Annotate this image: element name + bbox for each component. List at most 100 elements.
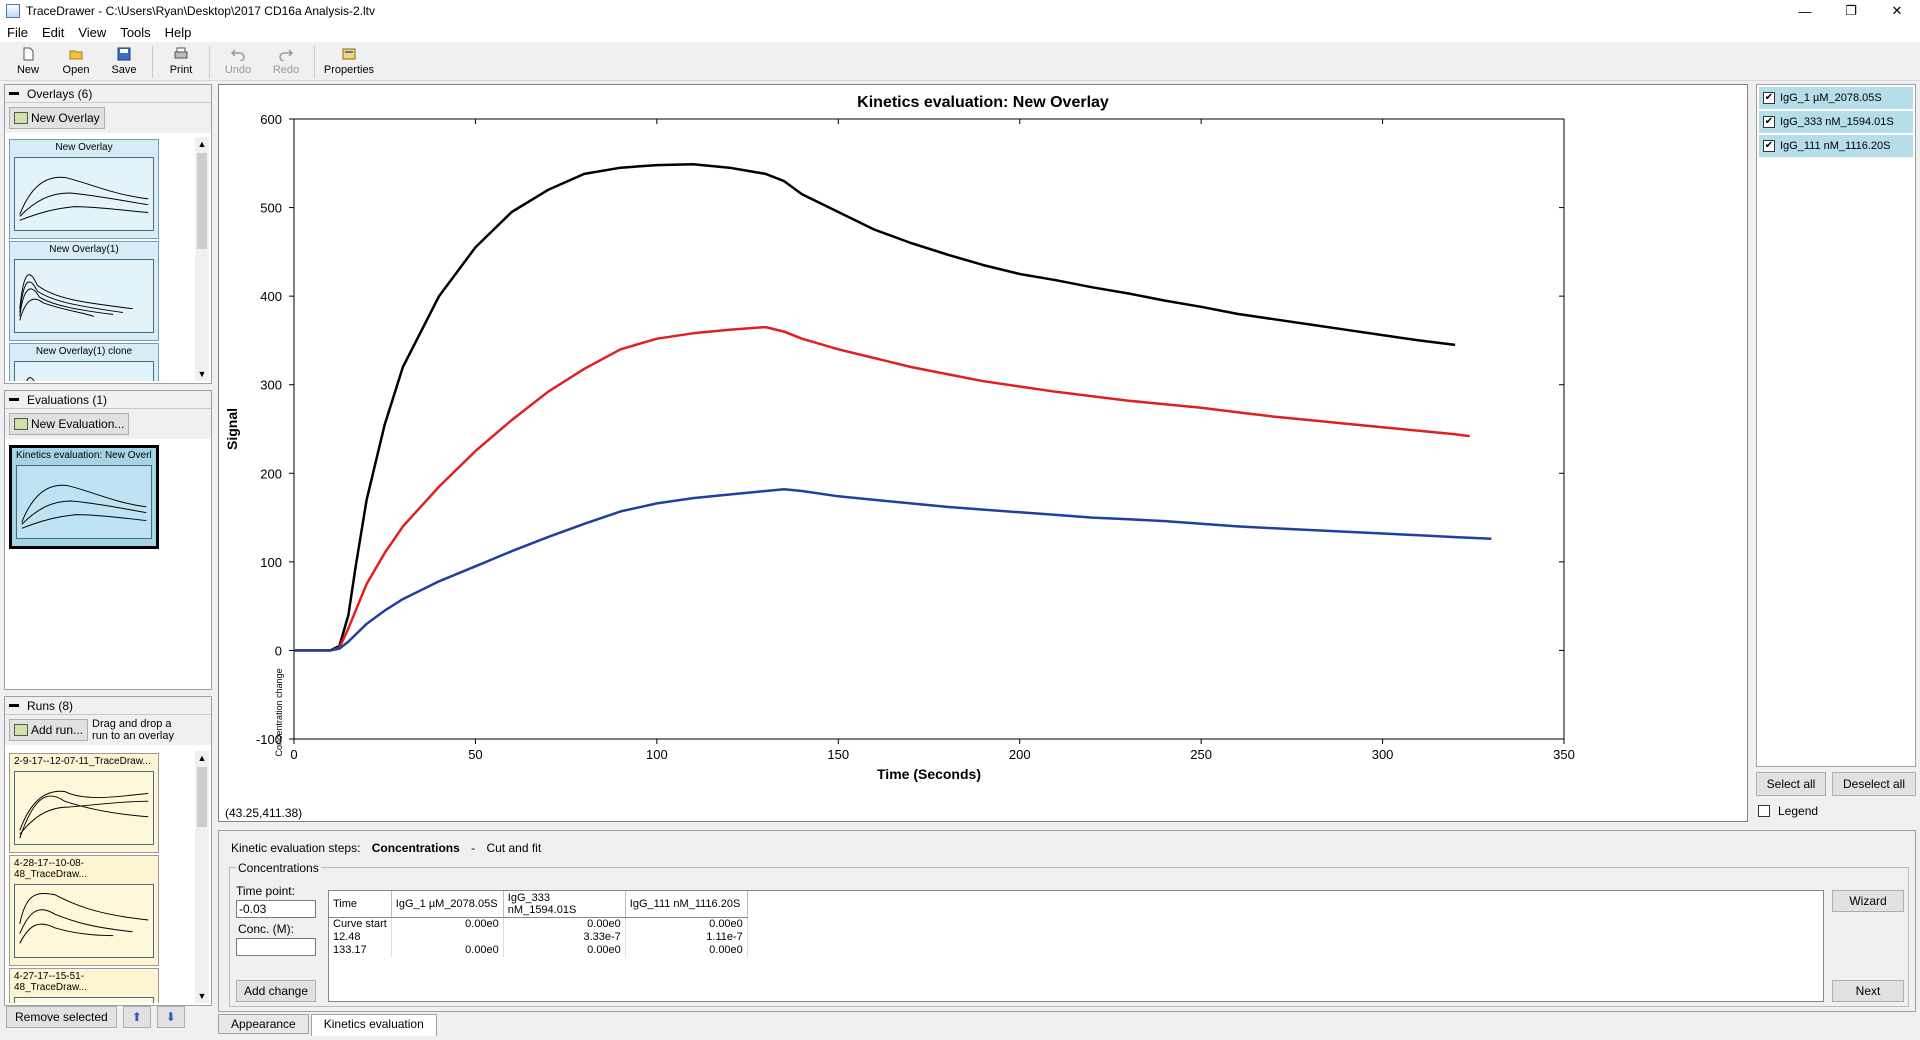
wizard-button[interactable]: Wizard (1832, 890, 1904, 912)
overlays-title: Overlays (6) (27, 86, 93, 101)
x-tick-label: 250 (1190, 747, 1212, 762)
evaluations-header[interactable]: Evaluations (1) (5, 391, 211, 409)
series-checkbox[interactable]: ✔ (1763, 140, 1775, 152)
series-checkbox[interactable]: ✔ (1763, 92, 1775, 104)
overlay-thumb[interactable]: New Overlay(1) clone (9, 343, 159, 381)
menu-view[interactable]: View (78, 24, 107, 40)
collapse-icon[interactable] (9, 92, 19, 95)
move-down-button[interactable]: ⬇ (156, 1006, 185, 1028)
concentrations-table[interactable]: Time IgG_1 µM_2078.05S IgG_333 nM_1594.0… (328, 890, 1824, 1002)
step-cut-and-fit[interactable]: Cut and fit (486, 841, 542, 855)
series-item[interactable]: ✔ IgG_1 µM_2078.05S (1759, 87, 1913, 109)
cursor-readout: (43.25,411.38) (225, 806, 302, 820)
overlay-thumb[interactable]: New Overlay(1) (9, 241, 159, 341)
maximize-button[interactable]: ❐ (1845, 3, 1857, 18)
y-tick-label: 400 (260, 289, 282, 304)
menu-edit[interactable]: Edit (41, 24, 65, 40)
move-up-button[interactable]: ⬆ (122, 1006, 151, 1028)
series-checkbox[interactable]: ✔ (1763, 116, 1775, 128)
table-header[interactable]: IgG_333 nM_1594.01S (503, 891, 626, 918)
conc-input[interactable] (236, 938, 316, 956)
table-cell: 0.00e0 (391, 917, 504, 931)
scrollbar-thumb[interactable] (197, 153, 207, 249)
runs-header[interactable]: Runs (8) (5, 697, 211, 715)
overlay-thumb[interactable]: New Overlay (9, 139, 159, 239)
menu-help[interactable]: Help (164, 24, 192, 40)
y-tick-label: 300 (260, 378, 282, 393)
overlay-icon (14, 112, 28, 124)
new-overlay-label: New Overlay (31, 111, 100, 125)
run-thumb[interactable]: 4-28-17--10-08-48_TraceDraw... (9, 855, 159, 966)
undo-button[interactable]: Undo (214, 43, 262, 81)
scroll-up-icon[interactable]: ▲ (197, 753, 207, 763)
table-header[interactable]: Time (329, 891, 392, 918)
kinetic-evaluation-panel: Kinetic evaluation steps: Concentrations… (218, 830, 1916, 1012)
deselect-all-button[interactable]: Deselect all (1832, 772, 1916, 796)
scroll-down-icon[interactable]: ▼ (197, 369, 207, 379)
add-change-button[interactable]: Add change (236, 980, 316, 1002)
x-axis: 0 50 100 150 200 250 300 350 (290, 119, 1575, 762)
save-label: Save (111, 64, 137, 76)
toolbar-separator (209, 46, 210, 78)
save-button[interactable]: Save (100, 43, 148, 81)
new-button[interactable]: New (4, 43, 52, 81)
table-header[interactable]: IgG_111 nM_1116.20S (625, 891, 748, 918)
remove-selected-button[interactable]: Remove selected (6, 1006, 117, 1028)
new-overlay-button[interactable]: New Overlay (9, 107, 105, 129)
x-tick-label: 150 (827, 747, 849, 762)
print-button[interactable]: Print (157, 43, 205, 81)
scroll-up-icon[interactable]: ▲ (197, 139, 207, 149)
scrollbar-thumb[interactable] (197, 767, 207, 827)
table-header[interactable]: IgG_1 µM_2078.05S (391, 891, 504, 918)
legend-toggle[interactable]: Legend (1758, 804, 1818, 818)
collapse-icon[interactable] (9, 398, 19, 401)
redo-icon (279, 49, 293, 61)
step-current[interactable]: Concentrations (371, 841, 460, 855)
runs-scrollbar[interactable]: ▲ ▼ (195, 751, 209, 1003)
overlay-scrollbar[interactable]: ▲ ▼ (195, 137, 209, 381)
series-line (294, 487, 1492, 652)
select-all-button[interactable]: Select all (1756, 772, 1826, 796)
redo-button[interactable]: Redo (262, 43, 310, 81)
add-run-button[interactable]: Add run... (9, 719, 89, 741)
add-run-icon (14, 724, 28, 736)
run-thumb[interactable]: 2-9-17--12-07-11_TraceDraw... (9, 753, 159, 853)
table-row[interactable]: 133.17 0.00e0 0.00e0 0.00e0 (329, 943, 748, 957)
time-point-input[interactable] (236, 900, 316, 918)
overlays-section: Overlays (6) New Overlay New Overlay New… (4, 84, 212, 384)
y-axis-label: Signal (224, 408, 240, 450)
series-item[interactable]: ✔ IgG_333 nM_1594.01S (1759, 111, 1913, 133)
minimize-button[interactable]: — (1798, 3, 1812, 19)
evaluation-thumb[interactable]: Kinetics evaluation: New Overl... (9, 445, 159, 549)
run-thumb-plot (14, 884, 154, 958)
table-row[interactable]: Curve start 0.00e0 0.00e0 0.00e0 (329, 917, 748, 931)
close-button[interactable]: ✕ (1891, 3, 1903, 18)
series-item[interactable]: ✔ IgG_111 nM_1116.20S (1759, 135, 1913, 157)
run-thumb-plot (14, 771, 154, 845)
new-evaluation-button[interactable]: New Evaluation... (9, 413, 130, 435)
toolbar-separator (314, 46, 315, 78)
evaluation-thumb-label: Kinetics evaluation: New Overl... (16, 450, 152, 461)
table-row[interactable]: 12.48 3.33e-7 1.11e-7 (329, 930, 748, 944)
new-label: New (16, 64, 39, 76)
tab-appearance[interactable]: Appearance (218, 1014, 309, 1034)
overlays-header[interactable]: Overlays (6) (5, 85, 211, 103)
overlay-thumb-label: New Overlay (55, 142, 113, 153)
collapse-icon[interactable] (9, 704, 19, 707)
open-button[interactable]: Open (52, 43, 100, 81)
tab-kinetics-evaluation[interactable]: Kinetics evaluation (310, 1014, 437, 1036)
scroll-down-icon[interactable]: ▼ (197, 991, 207, 1001)
table-header-row: Time IgG_1 µM_2078.05S IgG_333 nM_1594.0… (329, 891, 748, 918)
kinetics-chart[interactable]: Kinetics evaluation: New Overlay -100 0 10… (219, 85, 1747, 821)
menu-tools[interactable]: Tools (120, 24, 151, 40)
x-tick-label: 50 (468, 747, 482, 762)
run-thumb-label: 4-27-17--15-51-48_TraceDraw... (14, 971, 87, 993)
overlay-thumb-label: New Overlay(1) clone (35, 346, 133, 357)
plot-area[interactable] (293, 118, 1565, 740)
chart-title: Kinetics evaluation: New Overlay (857, 94, 1109, 111)
legend-checkbox[interactable] (1758, 805, 1770, 817)
properties-button[interactable]: Properties (319, 43, 379, 81)
next-button[interactable]: Next (1832, 980, 1904, 1002)
menu-file[interactable]: File (7, 24, 28, 40)
run-thumb[interactable]: 4-27-17--15-51-48_TraceDraw... (9, 968, 159, 1003)
